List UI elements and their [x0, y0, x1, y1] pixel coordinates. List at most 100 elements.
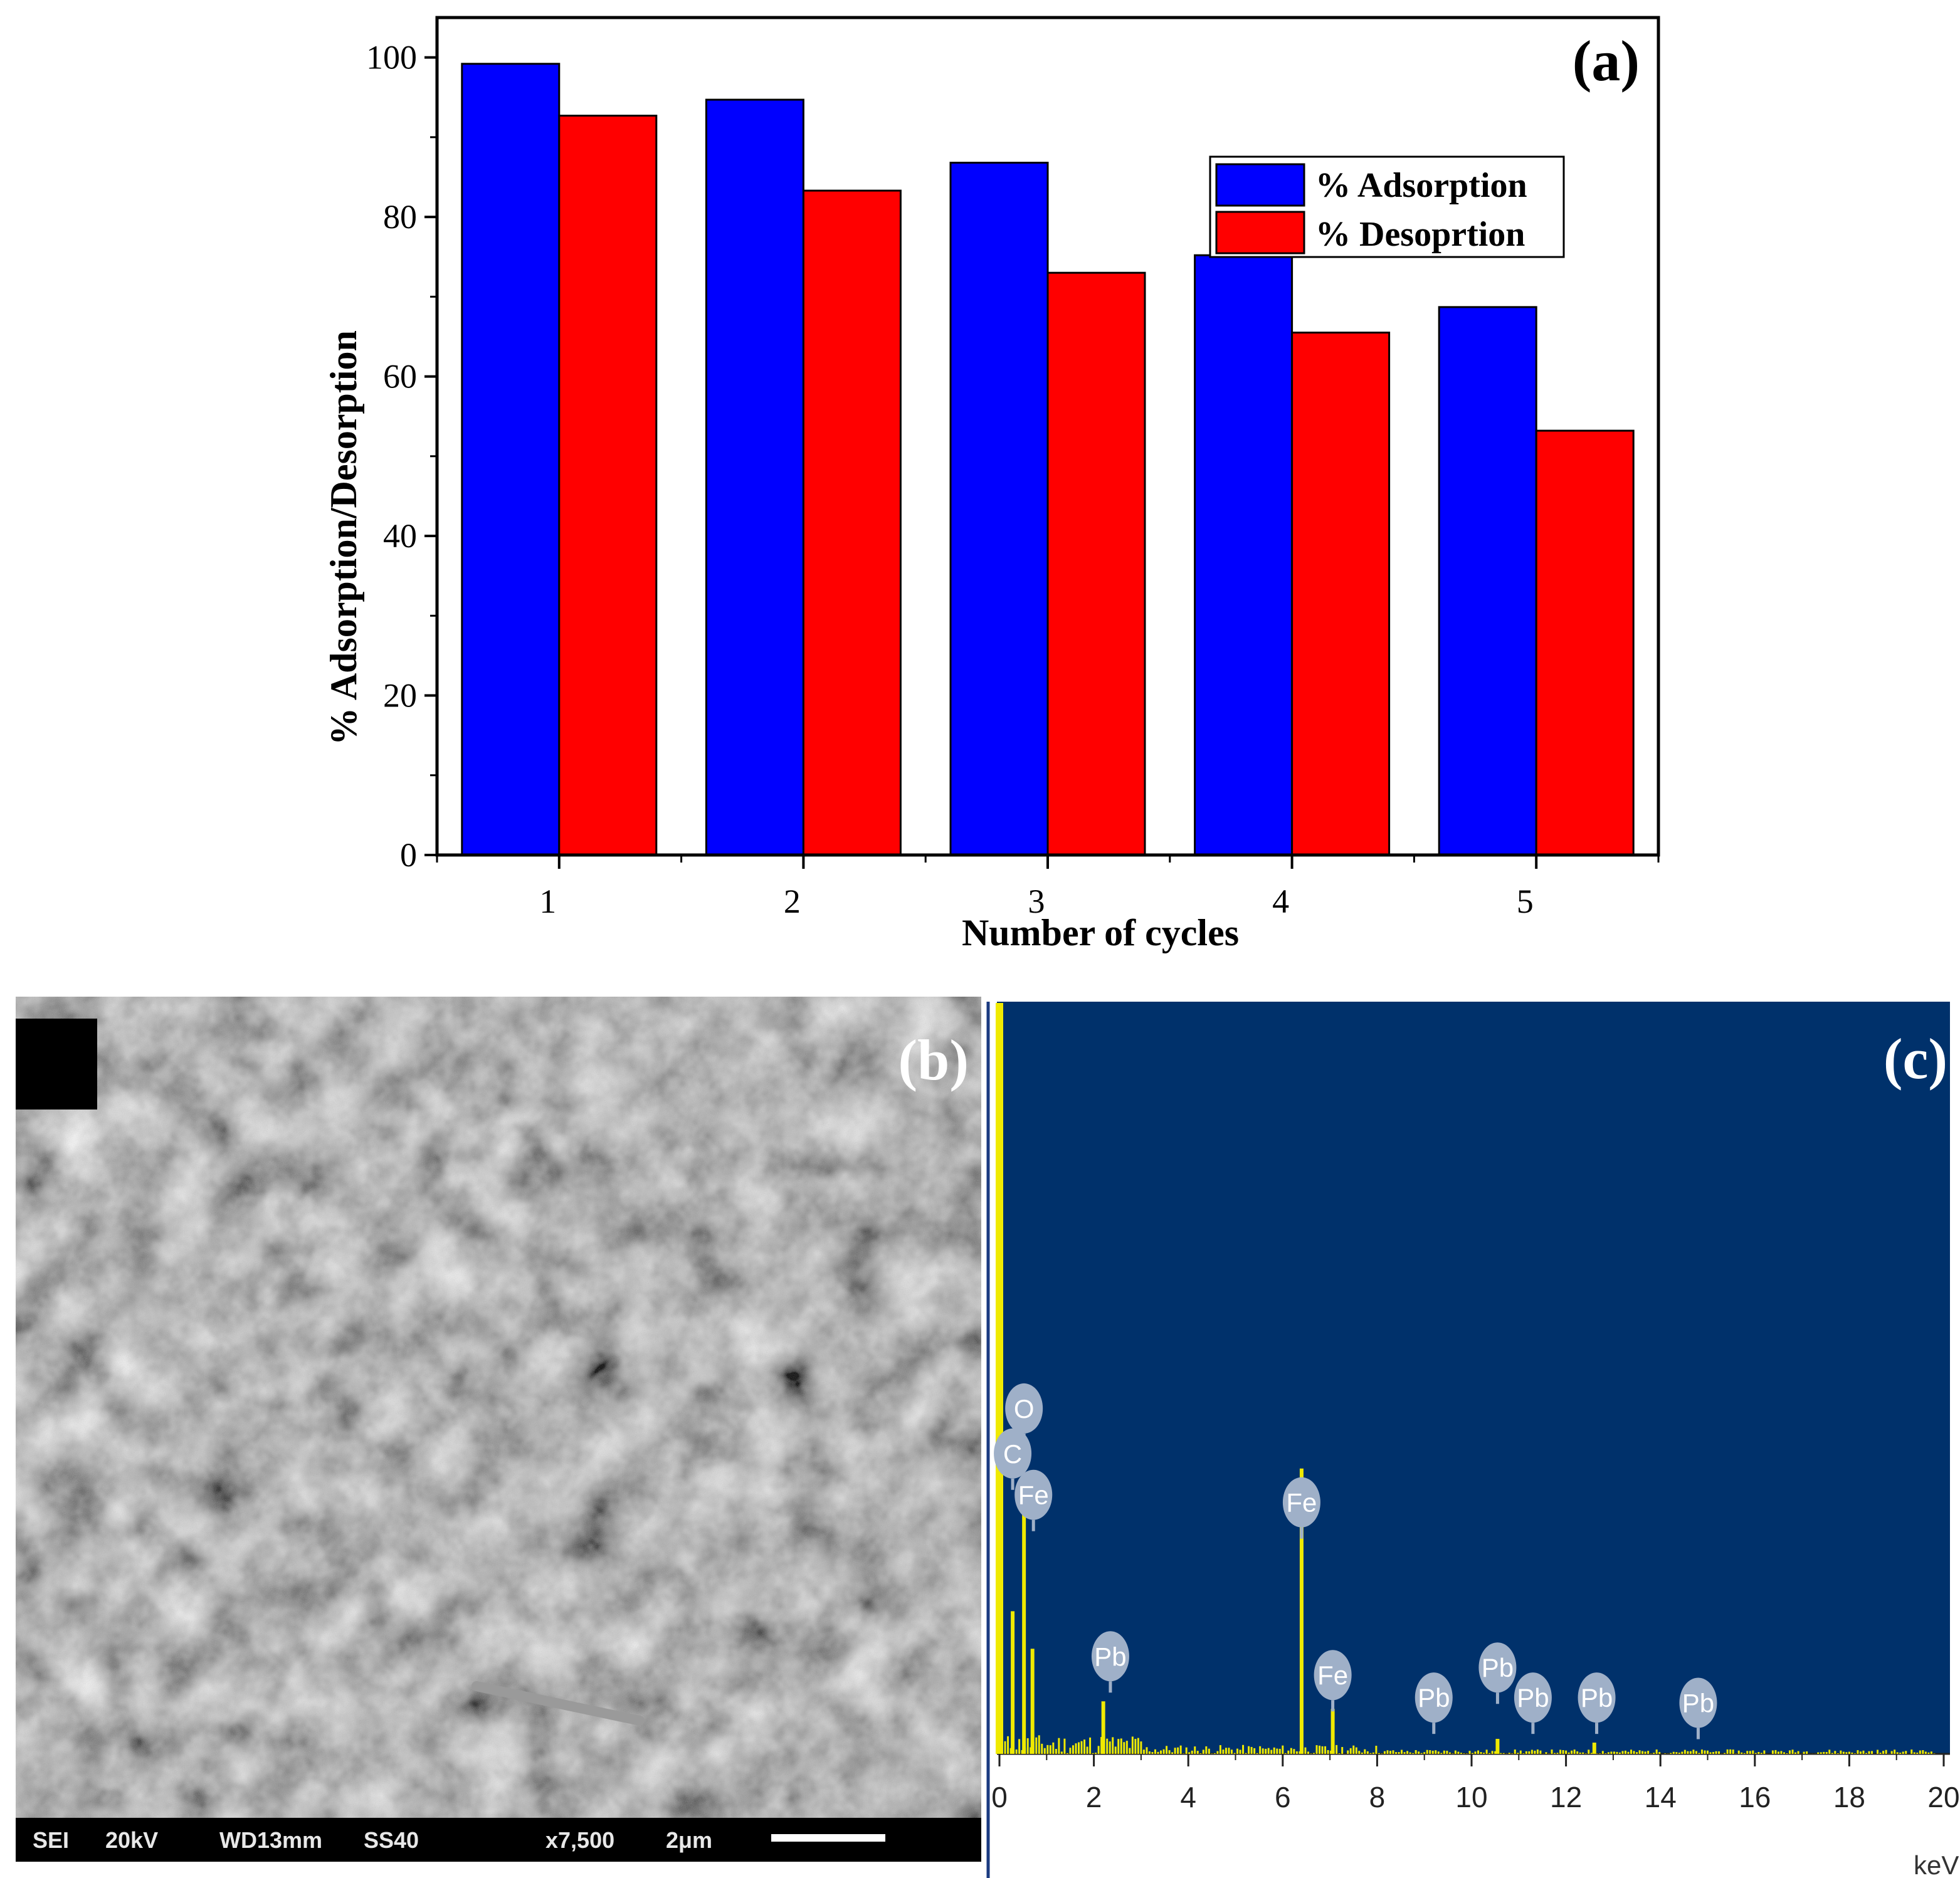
spectrum-noise	[1704, 1750, 1706, 1754]
spectrum-noise	[1284, 1753, 1287, 1754]
spectrum-noise	[1448, 1752, 1451, 1754]
spectrum-noise	[1406, 1751, 1409, 1754]
spectrum-noise	[1401, 1749, 1403, 1754]
spectrum-noise	[1151, 1752, 1154, 1754]
edx-x-tick-label: 4	[1180, 1781, 1196, 1813]
edx-x-tick-label: 12	[1550, 1781, 1582, 1813]
spectrum-noise	[1063, 1738, 1066, 1754]
spectrum-noise	[1196, 1751, 1199, 1754]
spectrum-noise	[1610, 1751, 1613, 1754]
spectrum-peak	[996, 1003, 1003, 1754]
spectrum-noise	[1015, 1749, 1018, 1754]
spectrum-noise	[1593, 1752, 1596, 1754]
edx-x-tick-label: 8	[1369, 1781, 1386, 1813]
spectrum-noise	[1698, 1753, 1700, 1754]
spectrum-noise	[1675, 1752, 1678, 1754]
spectrum-noise	[1927, 1752, 1930, 1754]
spectrum-noise	[1924, 1751, 1927, 1754]
spectrum-noise	[1791, 1749, 1794, 1754]
spectrum-noise	[1282, 1745, 1284, 1754]
spectrum-noise	[1185, 1747, 1188, 1754]
element-label-fe: Fe	[1018, 1481, 1049, 1510]
spectrum-noise	[1463, 1753, 1465, 1754]
spectrum-noise	[1905, 1751, 1907, 1754]
edx-x-tick-label: 20	[1927, 1781, 1959, 1813]
spectrum-noise	[1655, 1749, 1658, 1754]
spectrum-noise	[1508, 1753, 1510, 1754]
y-axis-title: % Adsorption/Desorption	[323, 330, 364, 745]
spectrum-noise	[1922, 1750, 1924, 1754]
x-tick-label: 5	[1517, 883, 1534, 920]
spectrum-noise	[1536, 1749, 1539, 1754]
spectrum-noise	[1913, 1752, 1915, 1754]
y-tick-label: 20	[383, 677, 417, 715]
spectrum-noise	[1301, 1750, 1304, 1754]
edx-x-tick-label: 14	[1645, 1781, 1677, 1813]
spectrum-noise	[1095, 1753, 1097, 1754]
legend-swatch-adsorption	[1215, 163, 1305, 207]
spectrum-noise	[1429, 1750, 1431, 1754]
databar-scale-text: 2μm	[666, 1827, 712, 1853]
databar-mode: SEI	[33, 1827, 69, 1853]
spectrum-noise	[1330, 1750, 1332, 1754]
spectrum-noise	[1270, 1749, 1273, 1754]
spectrum-noise	[1483, 1753, 1485, 1754]
element-label-bubble	[1679, 1677, 1717, 1728]
element-label-o: O	[1014, 1394, 1035, 1424]
spectrum-noise	[1129, 1748, 1131, 1754]
databar-magnification: x7,500	[545, 1827, 614, 1853]
spectrum-noise	[1616, 1751, 1618, 1754]
spectrum-noise	[1465, 1753, 1468, 1754]
spectrum-noise	[1695, 1751, 1697, 1754]
spectrum-noise	[1650, 1753, 1652, 1754]
databar-working-distance: WD13mm	[219, 1827, 322, 1853]
spectrum-noise	[1437, 1751, 1440, 1754]
spectrum-noise	[1324, 1746, 1327, 1754]
spectrum-noise	[1021, 1749, 1023, 1754]
spectrum-noise	[1250, 1746, 1253, 1754]
spectrum-noise	[1556, 1753, 1559, 1754]
legend-swatch-desorption	[1215, 211, 1305, 254]
spectrum-noise	[1216, 1751, 1219, 1754]
spectrum-noise	[1780, 1751, 1783, 1754]
spectrum-noise	[1882, 1751, 1885, 1754]
spectrum-noise	[1267, 1748, 1270, 1754]
spectrum-noise	[1043, 1748, 1046, 1754]
spectrum-noise	[1658, 1752, 1661, 1754]
spectrum-noise	[1831, 1753, 1833, 1754]
spectrum-noise	[1211, 1753, 1213, 1754]
spectrum-noise	[1848, 1751, 1850, 1754]
spectrum-noise	[1633, 1751, 1635, 1754]
spectrum-noise	[1749, 1751, 1751, 1754]
spectrum-noise	[1140, 1741, 1142, 1754]
spectrum-noise	[1038, 1735, 1040, 1754]
spectrum-noise	[1700, 1749, 1703, 1754]
spectrum-noise	[1117, 1739, 1120, 1754]
spectrum-noise	[1032, 1741, 1035, 1754]
spectrum-peak	[1299, 1468, 1304, 1754]
spectrum-noise	[1868, 1751, 1870, 1754]
spectrum-noise	[1112, 1737, 1114, 1754]
spectrum-noise	[1131, 1736, 1134, 1754]
spectrum-noise	[1183, 1753, 1185, 1754]
spectrum-noise	[1013, 1751, 1015, 1754]
spectrum-noise	[1160, 1750, 1162, 1754]
spectrum-noise	[1621, 1751, 1624, 1754]
spectrum-noise	[1228, 1748, 1230, 1754]
spectrum-noise	[1106, 1738, 1109, 1754]
spectrum-noise	[1236, 1748, 1239, 1754]
spectrum-noise	[1857, 1750, 1859, 1754]
spectrum-noise	[1332, 1751, 1335, 1754]
spectrum-noise	[1233, 1753, 1236, 1754]
spectrum-noise	[1828, 1749, 1831, 1754]
spectrum-noise	[1579, 1752, 1581, 1754]
element-label-pb: Pb	[1094, 1642, 1126, 1671]
element-label-fe: Fe	[1317, 1660, 1348, 1690]
spectrum-noise	[1930, 1751, 1932, 1754]
spectrum-noise	[1355, 1747, 1357, 1754]
element-label-pb: Pb	[1418, 1683, 1450, 1713]
spectrum-noise	[1364, 1749, 1366, 1754]
spectrum-noise	[1222, 1749, 1225, 1754]
